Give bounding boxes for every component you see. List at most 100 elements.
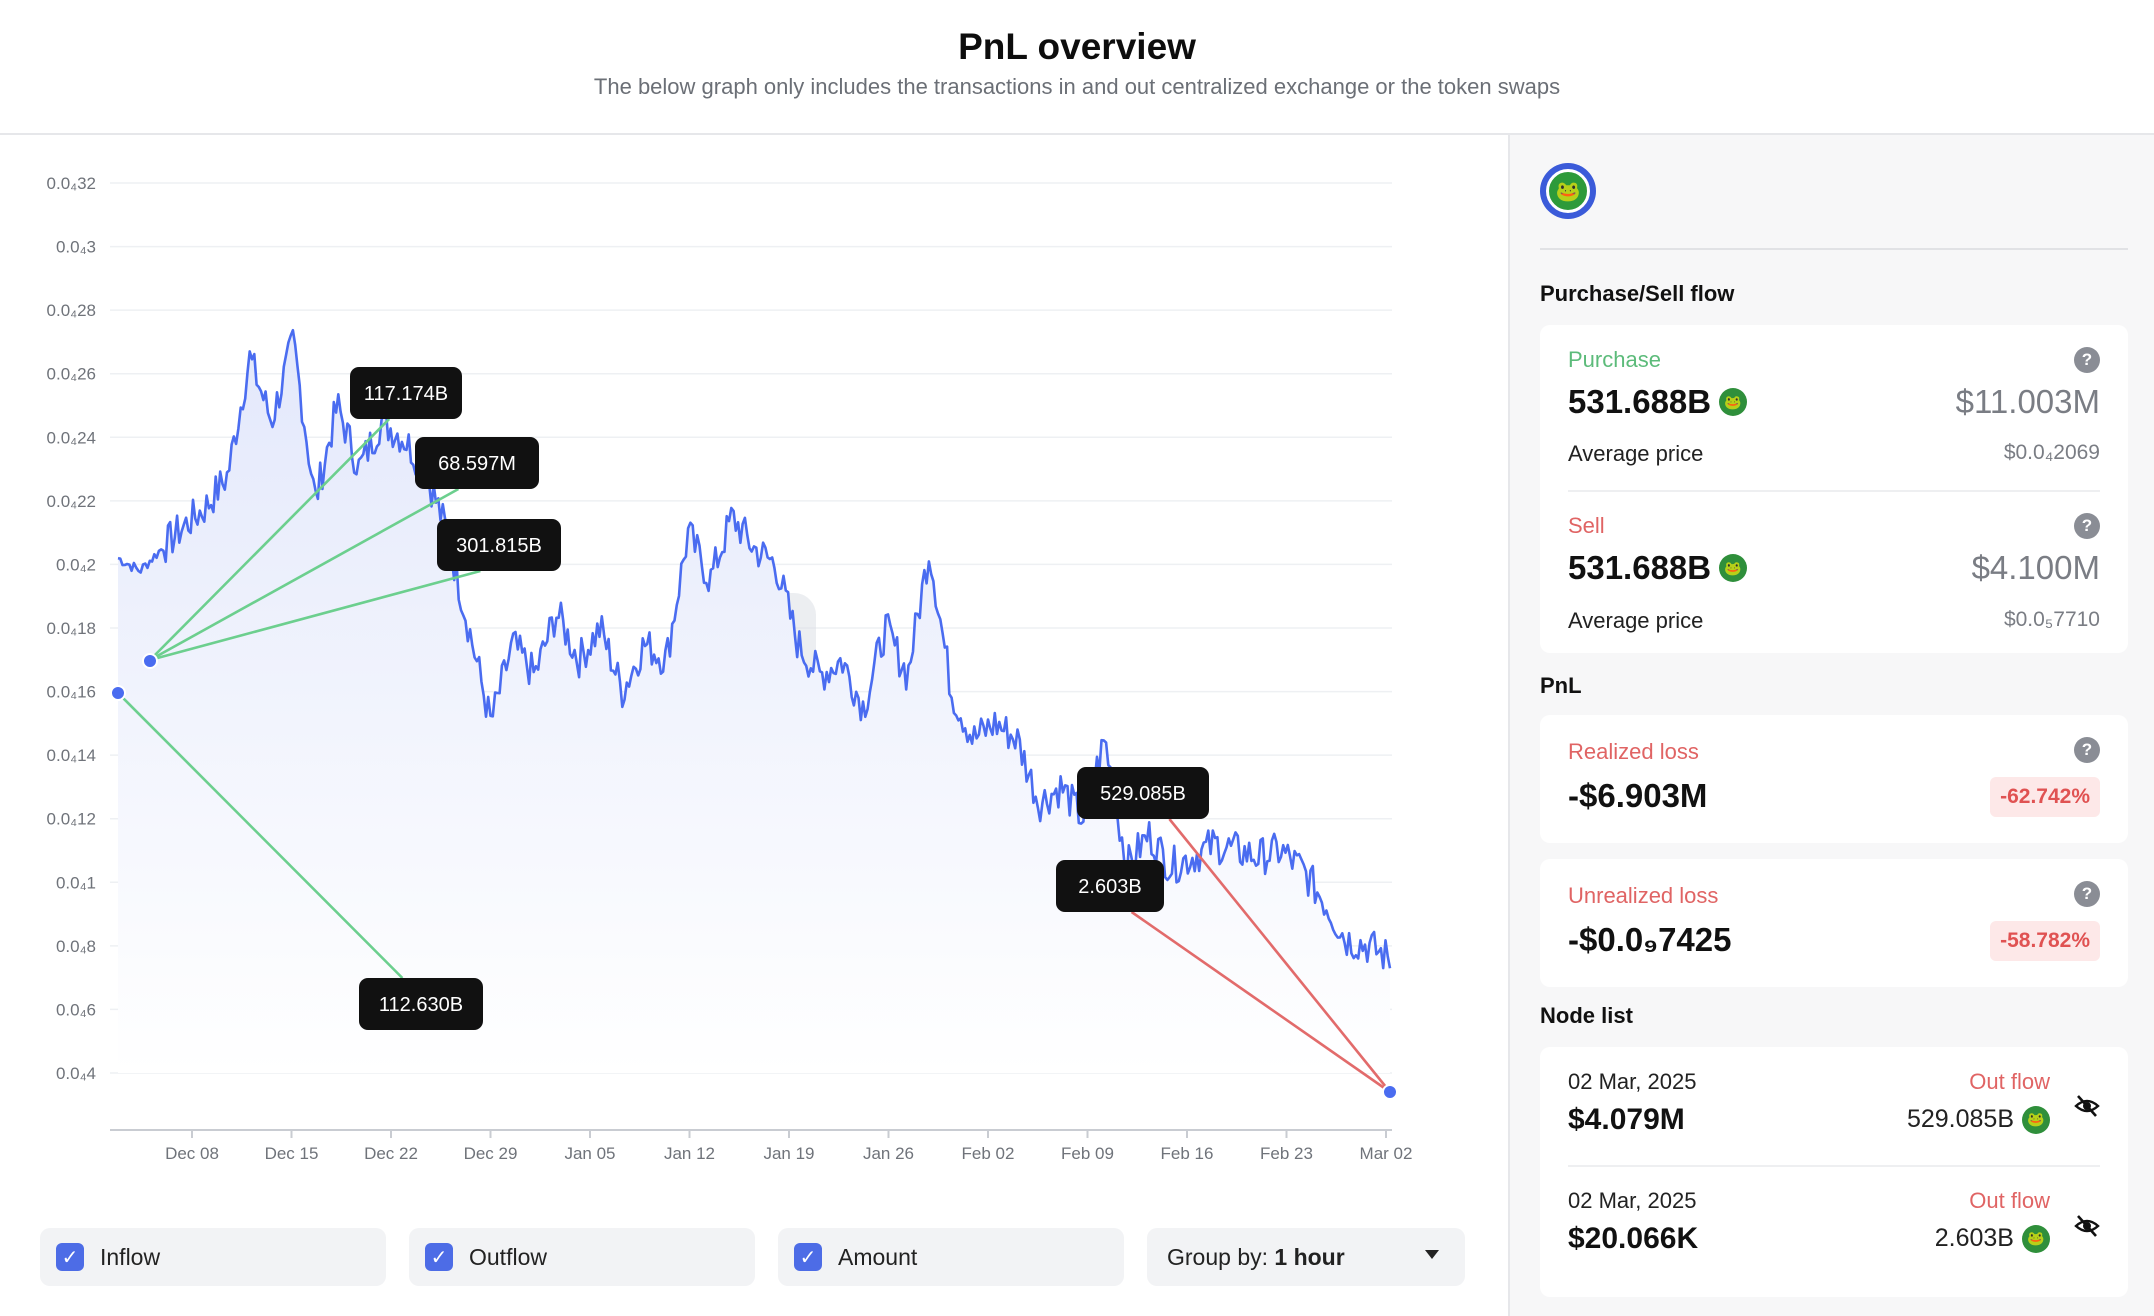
card-separator — [1568, 490, 2100, 492]
pepe-token-icon: 🐸 — [1719, 554, 1748, 582]
unrealized-loss-label: Unrealized loss — [1568, 883, 1719, 908]
realized-loss-value: -$6.903M — [1568, 777, 1708, 814]
realized-loss-pct: -62.742% — [1990, 777, 2100, 817]
annotation-label-box — [1077, 767, 1209, 819]
pepe-token-icon: 🐸 — [2022, 1224, 2050, 1253]
amount-toggle[interactable]: ✓ Amount — [778, 1228, 1124, 1286]
help-icon[interactable]: ? — [2074, 347, 2100, 373]
outflow-checkbox[interactable]: ✓ — [425, 1243, 453, 1271]
annotation-label-box — [437, 519, 561, 571]
x-tick-label: Jan 05 — [564, 1144, 615, 1163]
sell-label: Sell — [1568, 513, 1605, 538]
x-tick-label: Jan 12 — [664, 1144, 715, 1163]
purchase-amount: 531.688B 🐸 — [1568, 383, 1748, 421]
y-tick-label: 0.0₄26 — [47, 365, 96, 384]
unrealized-loss-card: Unrealized loss ? -$0.0₉7425 -58.782% — [1540, 859, 2128, 987]
y-tick-label: 0.0₄22 — [47, 492, 96, 511]
panel-divider — [1508, 135, 1510, 1316]
flow-marker — [110, 685, 126, 701]
eye-hidden-icon[interactable] — [2074, 1213, 2100, 1239]
token-logo-icon: 🐸 — [1540, 163, 1596, 219]
amount-label: Amount — [838, 1243, 918, 1270]
node-list-title: Node list — [1540, 1003, 1633, 1028]
flow-marker — [142, 653, 158, 669]
inflow-toggle[interactable]: ✓ Inflow — [40, 1228, 386, 1286]
annotation-label: 112.630B — [379, 994, 463, 1016]
sell-avg-value: $0.0₅7710 — [2003, 608, 2100, 631]
y-tick-label: 0.0₄24 — [47, 428, 96, 447]
y-tick-label: 0.0₄32 — [47, 174, 96, 193]
unrealized-loss-pct: -58.782% — [1990, 921, 2100, 961]
amount-checkbox[interactable]: ✓ — [794, 1243, 822, 1271]
y-tick-label: 0.0₄3 — [56, 238, 96, 257]
y-tick-label: 0.0₄4 — [56, 1064, 96, 1083]
sell-avg-label: Average price — [1568, 608, 1704, 633]
x-tick-label: Dec 08 — [165, 1144, 219, 1163]
annotation-label: 301.815B — [456, 535, 542, 557]
pnl-chart[interactable]: 0.0₄4 0.0₄6 0.0₄8 0.0₄1 0.0₄12 0.0₄14 0.0₄16 0.… — [0, 135, 1508, 1185]
annotation-connector — [1168, 818, 1392, 1093]
annotation-label-box — [350, 367, 462, 419]
y-tick-label: 0.0₄2 — [56, 555, 96, 574]
group-by-value: 1 hour — [1274, 1243, 1345, 1270]
y-tick-label: 0.0₄6 — [56, 1000, 96, 1019]
sell-usd: $4.100M — [1971, 549, 2100, 586]
help-icon[interactable]: ? — [2074, 881, 2100, 907]
y-tick-label: 0.0₄12 — [47, 810, 96, 829]
inflow-checkbox[interactable]: ✓ — [56, 1243, 84, 1271]
node-separator — [1568, 1165, 2100, 1167]
node-date: 02 Mar, 2025 — [1568, 1188, 1697, 1213]
pepe-token-icon: 🐸 — [2022, 1105, 2050, 1134]
inflow-label: Inflow — [100, 1243, 161, 1270]
annotation-connector — [149, 418, 391, 661]
chart-area: 0.0₄4 0.0₄6 0.0₄8 0.0₄1 0.0₄12 0.0₄14 0.0₄16 0.… — [0, 135, 1508, 1316]
annotation-label-box — [359, 978, 483, 1030]
page-header: PnL overview The below graph only includ… — [0, 0, 2154, 135]
sell-amount: 531.688B 🐸 — [1568, 549, 1748, 587]
purchase-avg-value: $0.0₄2069 — [2003, 441, 2100, 464]
node-list: 02 Mar, 2025 Out flow $4.079M 529.085B 🐸 … — [1540, 1047, 2128, 1297]
node-date: 02 Mar, 2025 — [1568, 1069, 1697, 1094]
annotation-connector — [149, 569, 481, 662]
annotation-label: 117.174B — [364, 383, 448, 405]
y-tick-label: 0.0₄28 — [47, 301, 96, 320]
annotation-label: 68.597M — [438, 453, 516, 475]
x-tick-label: Feb 02 — [962, 1144, 1015, 1163]
help-icon[interactable]: ? — [2074, 737, 2100, 763]
pnl-title: PnL — [1540, 673, 1582, 698]
x-tick-label: Feb 23 — [1260, 1144, 1313, 1163]
series-area — [118, 330, 1390, 1073]
x-tick-label: Mar 02 — [1360, 1144, 1413, 1163]
x-tick-label: Jan 19 — [763, 1144, 814, 1163]
eye-hidden-icon[interactable] — [2074, 1093, 2100, 1119]
side-panel: 🐸 Purchase/Sell flow Purchase ? 531.688B… — [1510, 135, 2154, 1316]
node-flow: Out flow — [1969, 1188, 2050, 1213]
series-line — [117, 328, 1392, 970]
chart-controls: ✓ Inflow ✓ Outflow ✓ Amount Group by: 1 … — [0, 1228, 1508, 1290]
annotation-connector — [149, 487, 460, 662]
y-tick-label: 0.0₄16 — [47, 683, 96, 702]
purchase-sell-title: Purchase/Sell flow — [1540, 281, 1735, 306]
purchase-usd: $11.003M — [1955, 383, 2100, 420]
annotation-label: 2.603B — [1078, 876, 1141, 898]
annotation-label: 529.085B — [1100, 783, 1186, 805]
x-tick-label: Dec 29 — [464, 1144, 518, 1163]
panel-separator — [1540, 248, 2128, 250]
chevron-down-icon — [1425, 1250, 1439, 1259]
purchase-sell-card: Purchase ? 531.688B 🐸 $11.003M Average pr… — [1540, 325, 2128, 653]
annotation-connector — [119, 694, 404, 979]
node-amount: 2.603B 🐸 — [1935, 1224, 2050, 1253]
outflow-label: Outflow — [469, 1243, 547, 1270]
annotation-connector — [1130, 910, 1391, 1094]
node-flow: Out flow — [1969, 1069, 2050, 1094]
node-amount: 529.085B 🐸 — [1907, 1105, 2050, 1134]
group-by-select[interactable]: Group by: 1 hour — [1147, 1228, 1465, 1286]
y-tick-label: 0.0₄14 — [47, 746, 96, 765]
help-icon[interactable]: ? — [2074, 513, 2100, 539]
x-tick-label: Dec 22 — [364, 1144, 418, 1163]
realized-loss-label: Realized loss — [1568, 739, 1699, 764]
unrealized-loss-value: -$0.0₉7425 — [1568, 921, 1732, 958]
realized-loss-card: Realized loss ? -$6.903M -62.742% — [1540, 715, 2128, 843]
flow-marker — [1382, 1084, 1398, 1100]
outflow-toggle[interactable]: ✓ Outflow — [409, 1228, 755, 1286]
